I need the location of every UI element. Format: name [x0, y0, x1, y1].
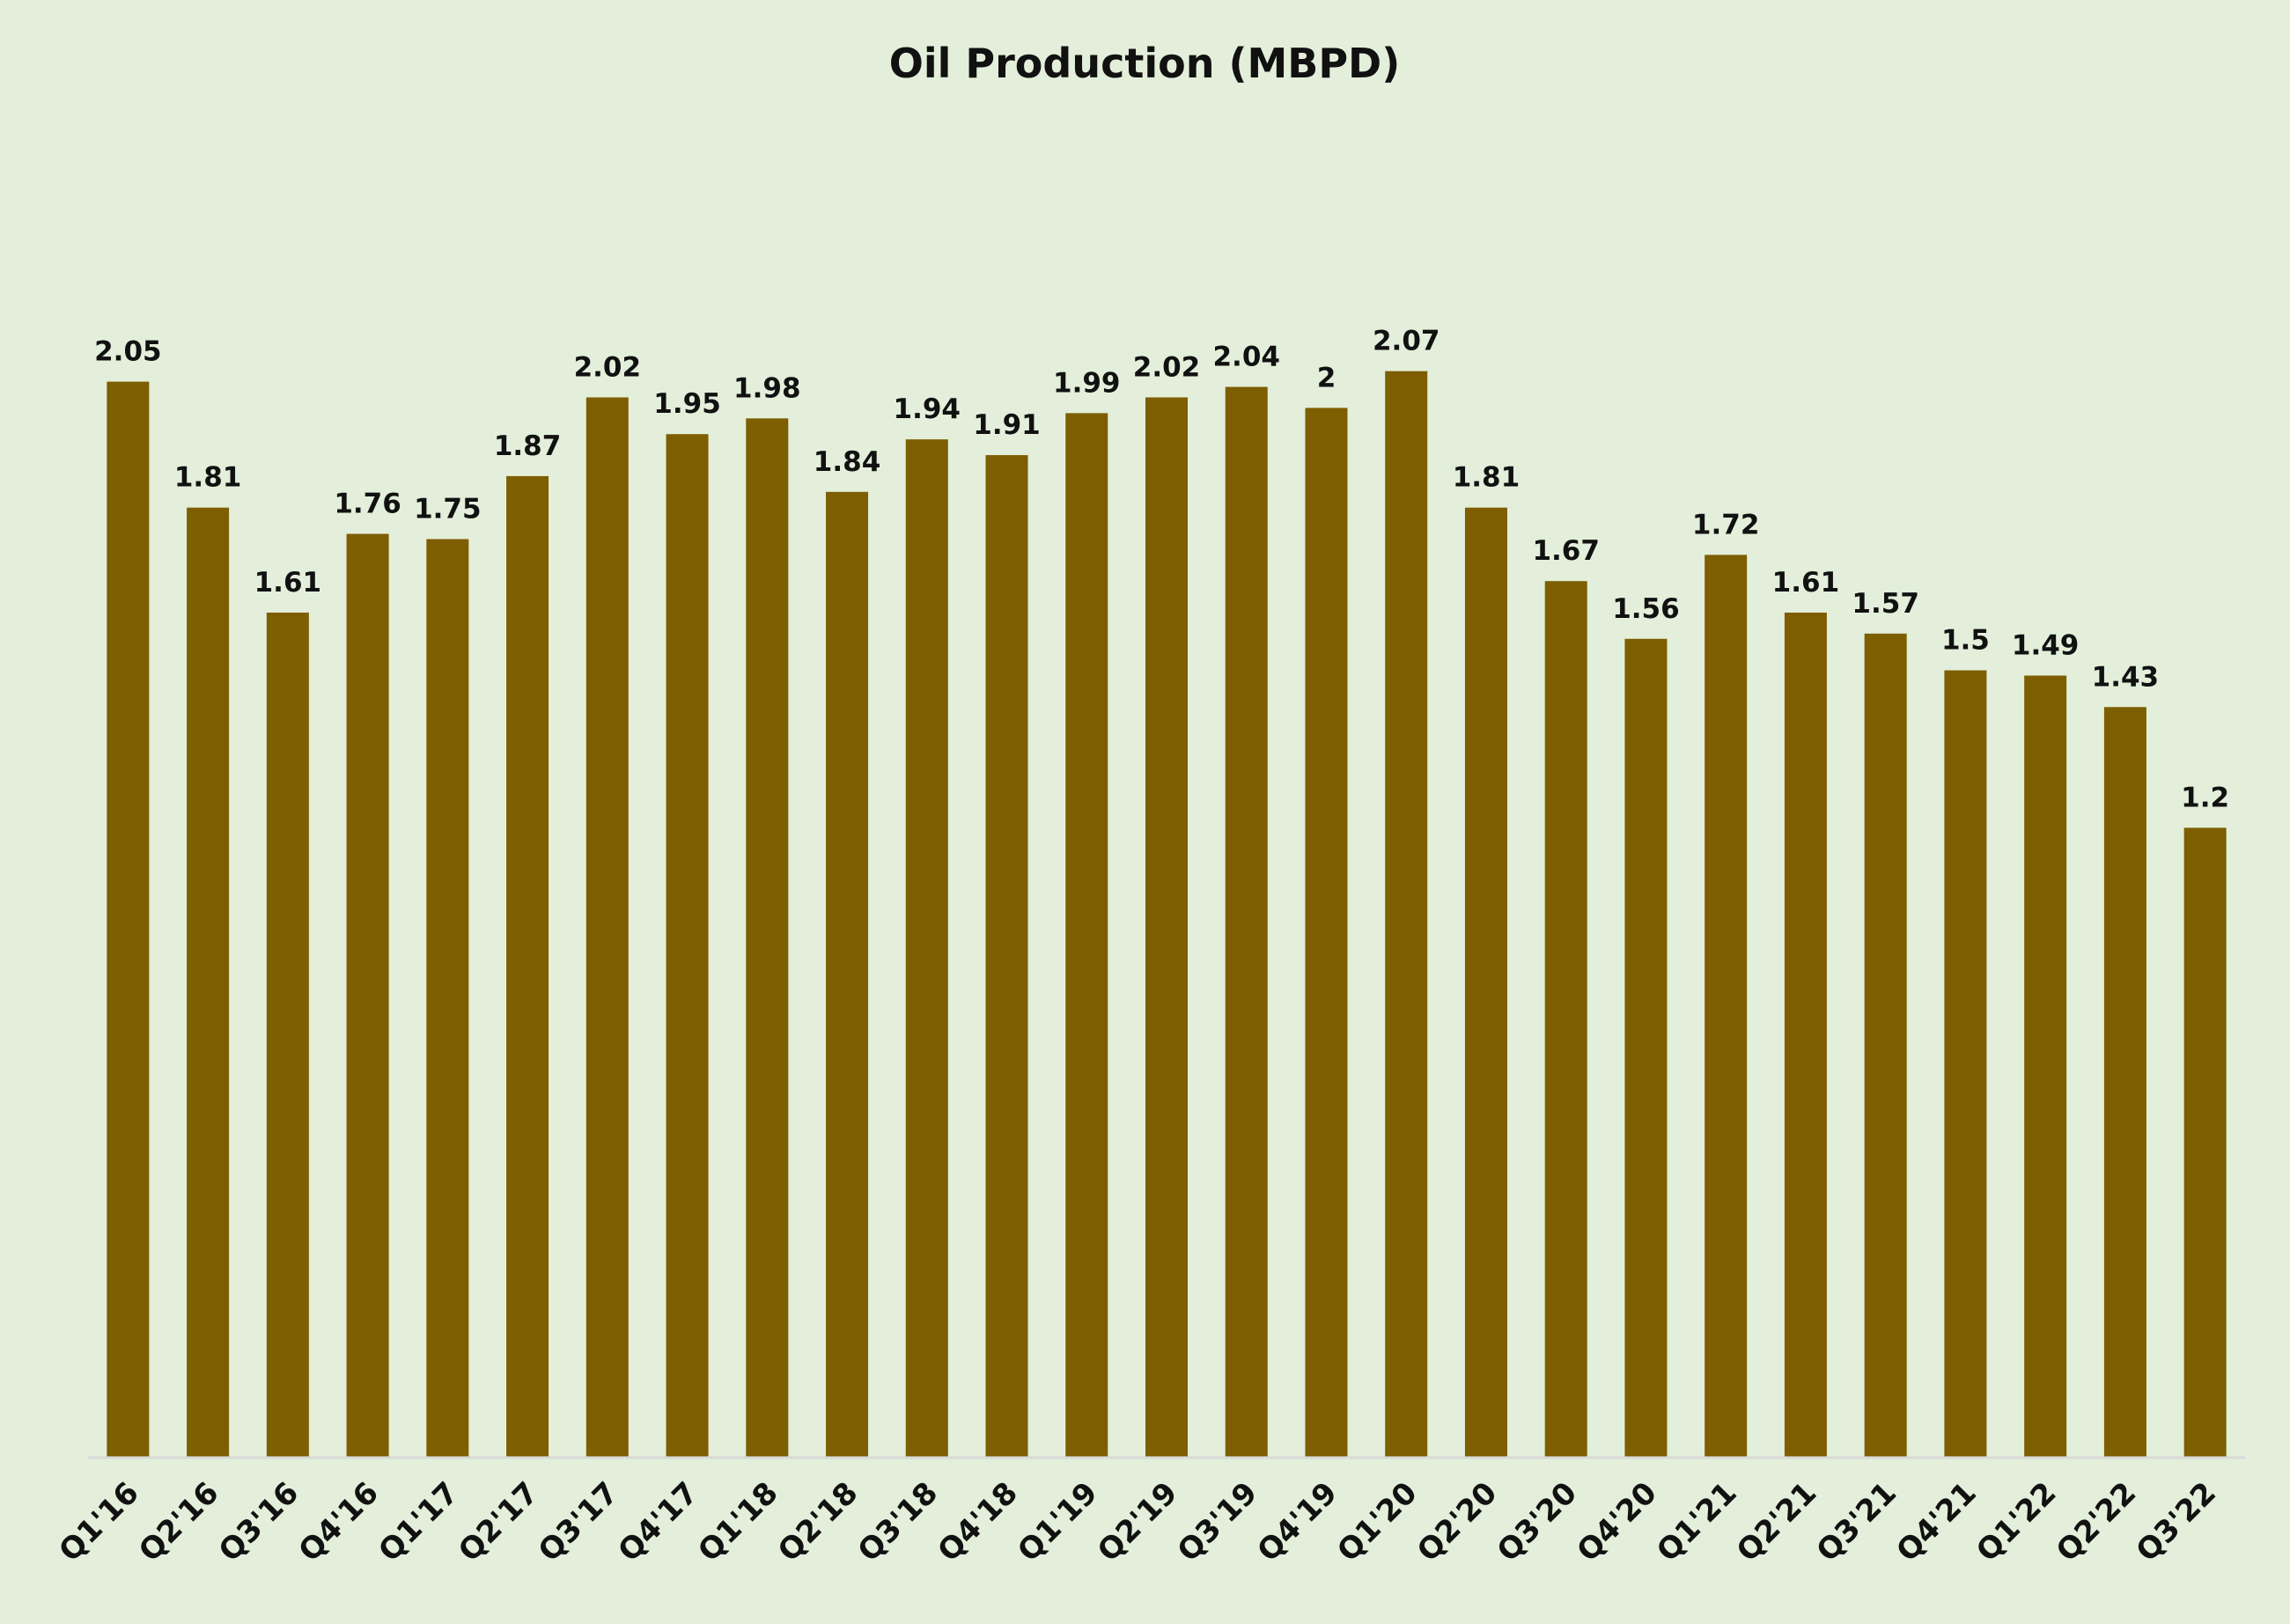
bar-13	[1145, 397, 1188, 1458]
bar-17	[1464, 507, 1507, 1458]
data-label-6: 2.02	[574, 351, 642, 383]
bar-18	[1544, 581, 1587, 1458]
bar-22	[1864, 633, 1907, 1458]
data-label-17: 1.81	[1453, 462, 1521, 494]
bar-10	[905, 439, 948, 1459]
bar-0	[107, 381, 150, 1459]
data-label-23: 1.5	[1941, 625, 1990, 657]
bar-19	[1624, 638, 1668, 1458]
bar-4	[426, 539, 469, 1458]
bar-26	[2183, 827, 2227, 1458]
bar-6	[585, 397, 629, 1458]
bar-25	[2103, 707, 2146, 1458]
data-label-26: 1.2	[2181, 782, 2229, 813]
bars-group	[107, 371, 2227, 1459]
data-label-9: 1.84	[814, 446, 881, 478]
data-label-21: 1.61	[1772, 567, 1840, 599]
bar-21	[1784, 612, 1827, 1458]
bar-20	[1705, 555, 1748, 1458]
bar-5	[506, 475, 549, 1459]
data-label-24: 1.49	[2012, 630, 2080, 662]
data-label-2: 1.61	[254, 567, 322, 599]
data-label-22: 1.57	[1852, 588, 1919, 620]
data-label-15: 2	[1317, 362, 1336, 393]
bar-2	[266, 612, 309, 1458]
bar-24	[2024, 675, 2067, 1458]
data-label-8: 1.98	[733, 372, 801, 404]
bar-1	[187, 507, 230, 1458]
data-label-14: 2.04	[1212, 342, 1280, 373]
bar-3	[346, 533, 389, 1459]
data-label-4: 1.75	[414, 493, 482, 525]
data-label-10: 1.94	[894, 393, 961, 425]
bar-23	[1944, 670, 1987, 1458]
data-label-3: 1.76	[334, 489, 401, 520]
data-label-20: 1.72	[1692, 509, 1760, 540]
data-label-0: 2.05	[94, 336, 162, 368]
data-label-7: 1.95	[653, 388, 721, 420]
data-label-1: 1.81	[174, 462, 242, 494]
bar-9	[826, 491, 869, 1458]
bar-7	[666, 434, 709, 1459]
bar-8	[746, 418, 789, 1459]
data-label-25: 1.43	[2092, 661, 2160, 693]
bar-11	[985, 455, 1028, 1458]
bar-16	[1385, 371, 1428, 1459]
data-label-12: 1.99	[1053, 367, 1121, 399]
data-label-19: 1.56	[1612, 593, 1680, 625]
data-label-5: 1.87	[494, 430, 562, 462]
data-label-11: 1.91	[973, 409, 1041, 441]
data-label-18: 1.67	[1532, 535, 1600, 567]
data-label-16: 2.07	[1373, 326, 1440, 357]
bar-15	[1305, 408, 1348, 1458]
data-label-13: 2.02	[1133, 351, 1201, 383]
bar-12	[1065, 413, 1108, 1458]
bar-14	[1225, 386, 1268, 1459]
data-labels-group: 2.05 1.81 1.61 1.76 1.75 1.87 2.02 1.95 1.98 1.84…	[94, 326, 2229, 814]
chart-title: Oil Production (MBPD)	[889, 40, 1401, 87]
